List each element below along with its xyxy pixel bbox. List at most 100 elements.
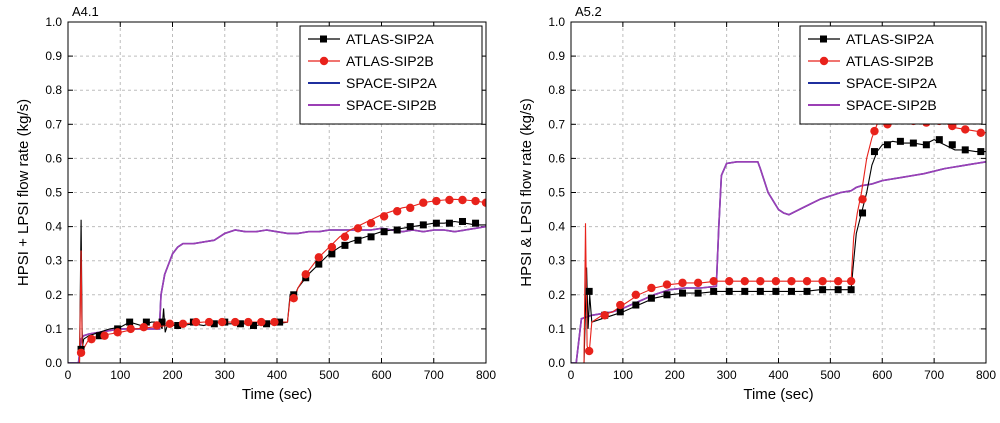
plot-frame [67,21,487,364]
y-tick-label: 1.0 [45,15,62,29]
marker-atlas-sip2a [616,308,624,316]
marker-atlas-sip2a [922,141,930,149]
marker-atlas-sip2b [662,280,672,289]
plot-area [68,195,486,363]
marker-atlas-sip2a [948,141,956,149]
marker-atlas-sip2b [600,311,609,320]
marker-atlas-sip2a [859,209,867,217]
marker-atlas-sip2b [631,290,641,299]
y-tick-label: 0.2 [45,288,62,302]
y-tick-label: 0.3 [548,254,565,268]
y-axis-title: HPSI & LPSI flow rate (kg/s) [518,98,535,286]
marker-atlas-sip2b [353,224,363,233]
marker-atlas-sip2a [883,141,891,149]
legend-label: ATLAS-SIP2A [846,31,934,47]
marker-atlas-sip2b [379,212,389,221]
marker-atlas-sip2a [847,286,855,294]
legend-label: SPACE-SIP2B [346,97,437,113]
legend-item: SPACE-SIP2B [808,97,937,113]
y-tick-label: 0.5 [45,186,62,200]
legend-item: ATLAS-SIP2A [808,31,934,47]
marker-atlas-sip2a [741,287,749,295]
marker-atlas-sip2a [896,137,904,145]
x-tick-label: 300 [717,368,737,382]
x-tick-label: 0 [568,368,575,382]
marker-atlas-sip2a [328,250,336,258]
marker-atlas-sip2a [909,139,917,147]
marker-atlas-sip2b [740,276,749,286]
marker-atlas-sip2b [100,331,109,340]
marker-atlas-sip2b [231,317,240,327]
legend-label: ATLAS-SIP2B [346,53,434,69]
marker-atlas-sip2a [236,320,244,328]
legend-item: ATLAS-SIP2B [308,53,434,69]
marker-atlas-sip2b [756,276,765,286]
y-tick-label: 0.7 [548,117,565,131]
legend-label: ATLAS-SIP2B [846,53,934,69]
legend-label: SPACE-SIP2A [846,75,937,91]
marker-atlas-sip2a [819,286,827,294]
x-tick-label: 800 [976,368,996,382]
marker-atlas-sip2a [419,221,427,229]
marker-atlas-sip2a [935,136,943,144]
y-tick-label: 0.1 [45,322,62,336]
marker-atlas-sip2b [802,276,812,286]
marker-atlas-sip2a [142,318,150,326]
marker-atlas-sip2a [585,287,593,295]
marker-atlas-sip2b [152,321,162,330]
marker-atlas-sip2a [174,321,182,329]
y-tick-label: 0.0 [548,356,565,370]
marker-atlas-sip2b [725,276,734,286]
y-tick-label: 0.8 [45,83,62,97]
marker-atlas-sip2b [976,128,986,138]
panel-label: A4.1 [72,4,99,19]
marker-atlas-sip2b [432,196,441,206]
marker-atlas-sip2a [725,287,733,295]
marker-atlas-sip2a [367,233,375,241]
marker-atlas-sip2b [217,317,227,327]
x-tick-label: 300 [215,368,235,382]
x-tick-label: 200 [665,368,685,382]
marker-atlas-sip2b [445,195,454,205]
marker-atlas-sip2a [341,241,349,249]
legend-item: SPACE-SIP2B [308,97,437,113]
marker-atlas-sip2a [276,318,284,326]
x-tick-label: 100 [110,368,130,382]
chart-panel-2: 0 100 200 300 400 500 600 700 800 0.0 0.1 0.2 0.3 0.4… [518,4,996,403]
x-tick-label: 700 [424,368,444,382]
legend-item: ATLAS-SIP2B [808,53,934,69]
marker-atlas-sip2b [846,276,856,286]
marker-atlas-sip2a [834,286,842,294]
y-tick-label: 0.0 [45,356,62,370]
series-line-space-sip2b [68,225,486,363]
x-tick-label: 700 [924,368,944,382]
marker-atlas-sip2b [301,270,310,279]
marker-atlas-sip2b [191,317,201,327]
marker-atlas-sip2b [678,278,687,288]
marker-atlas-sip2b [289,294,298,303]
marker-atlas-sip2a [95,332,103,340]
marker-atlas-sip2a [694,289,702,297]
legend-marker-circle [319,56,329,66]
marker-atlas-sip2a [663,291,671,299]
x-tick-label: 400 [768,368,788,382]
y-tick-label: 0.9 [548,49,565,63]
chart-panel-1: 0 100 200 300 400 500 600 700 800 0.0 0.1 0.2 0.3 0.4… [15,4,496,403]
marker-atlas-sip2a [249,321,257,329]
legend: ATLAS-SIP2A ATLAS-SIP2B SPACE-SIP2A SPACE-S… [299,25,483,125]
marker-atlas-sip2b [270,317,279,327]
legend-item: ATLAS-SIP2A [308,31,434,47]
y-tick-label: 0.6 [548,151,565,165]
y-tick-label: 1.0 [548,15,565,29]
marker-atlas-sip2a [803,287,811,295]
legend-label: ATLAS-SIP2A [346,31,434,47]
marker-atlas-sip2b [616,300,625,310]
marker-atlas-sip2b [818,276,827,286]
legend-marker-circle [819,56,829,66]
x-tick-label: 400 [267,368,287,382]
marker-atlas-sip2a [472,219,480,227]
marker-atlas-sip2a [393,226,401,234]
x-tick-label: 100 [613,368,633,382]
y-tick-label: 0.4 [548,220,565,234]
